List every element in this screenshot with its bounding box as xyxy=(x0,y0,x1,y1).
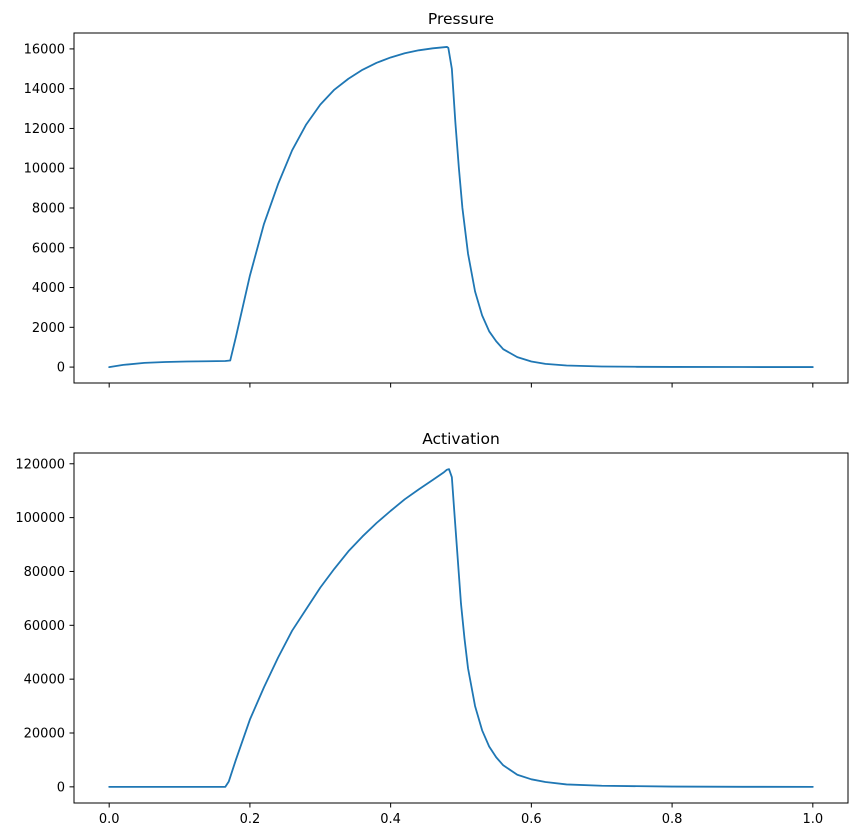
activation-xtick-label: 0.8 xyxy=(662,812,683,827)
activation-axes-frame xyxy=(73,452,849,804)
activation-ytick-label: 40000 xyxy=(24,673,65,688)
activation-line xyxy=(108,468,814,788)
pressure-axes-frame xyxy=(73,32,849,384)
pressure-ticks: 0 2000 4000 6000 8000 10000 12000 14000 16000 xyxy=(24,42,814,388)
pressure-ytick-label: 10000 xyxy=(24,162,65,177)
pressure-ytick-label: 4000 xyxy=(32,281,65,296)
pressure-title: Pressure xyxy=(428,10,494,28)
pressure-line xyxy=(108,46,814,368)
pressure-ytick-label: 0 xyxy=(57,361,65,376)
pressure-ytick-label: 8000 xyxy=(32,202,65,217)
pressure-ytick-label: 12000 xyxy=(24,122,65,137)
activation-ticks: 0.0 0.2 0.4 0.6 0.8 1.0 0 20000 40000 60000 80000 1… xyxy=(15,457,823,827)
activation-ytick-label: 120000 xyxy=(15,457,65,472)
activation-xtick-label: 1.0 xyxy=(802,812,823,827)
activation-xtick-label: 0.6 xyxy=(521,812,542,827)
activation-xtick-label: 0.4 xyxy=(380,812,401,827)
activation-ytick-label: 80000 xyxy=(24,565,65,580)
activation-subplot: Activation 0.0 0.2 0.4 0.6 0.8 1.0 0 20000 40000… xyxy=(15,430,849,827)
pressure-ytick-label: 16000 xyxy=(24,42,65,57)
activation-title: Activation xyxy=(422,430,500,448)
pressure-subplot: Pressure 0 2000 4000 6000 8000 10000 12000 1400… xyxy=(24,10,849,388)
pressure-ytick-label: 6000 xyxy=(32,241,65,256)
activation-xtick-label: 0.0 xyxy=(99,812,120,827)
pressure-ytick-label: 2000 xyxy=(32,321,65,336)
activation-ytick-label: 100000 xyxy=(15,511,65,526)
pressure-ytick-label: 14000 xyxy=(24,82,65,97)
activation-ytick-label: 60000 xyxy=(24,619,65,634)
activation-ytick-label: 0 xyxy=(57,780,65,795)
activation-xtick-label: 0.2 xyxy=(240,812,261,827)
activation-ytick-label: 20000 xyxy=(24,727,65,742)
